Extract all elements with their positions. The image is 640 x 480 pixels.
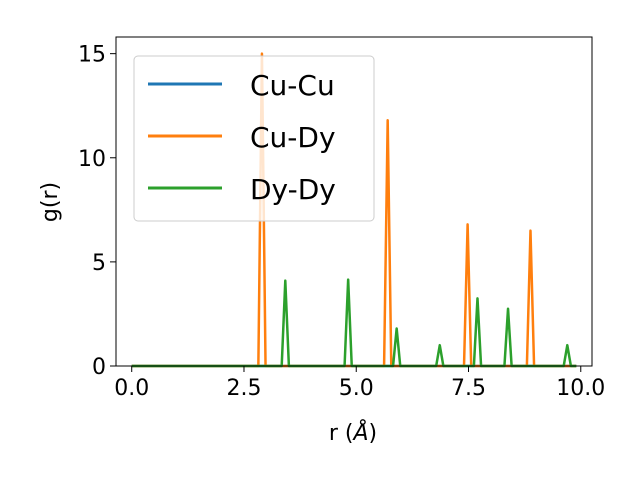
y-axis-title: g(r) [38, 182, 63, 222]
legend-frame [133, 55, 375, 222]
legend-label-cu-dy: Cu-Dy [250, 121, 336, 154]
x-tick-label: 2.5 [226, 376, 261, 401]
legend: Cu-Cu Cu-Dy Dy-Dy [133, 55, 375, 222]
x-tick-label: 7.5 [451, 376, 486, 401]
legend-label-dy-dy: Dy-Dy [250, 173, 336, 206]
x-tick-label: 10.0 [556, 376, 605, 401]
plot-frame [115, 36, 593, 367]
x-tick-label: 0.0 [114, 376, 149, 401]
x-axis: 0.0 2.5 5.0 7.5 10.0 [114, 366, 605, 401]
series-line-dy-dy [131, 278, 577, 368]
y-tick-label: 10 [78, 147, 106, 172]
x-axis-title: r (Å) [329, 419, 377, 446]
y-tick-label: 15 [78, 43, 106, 68]
y-tick-label: 5 [92, 251, 106, 276]
y-axis: 0 5 10 15 [78, 43, 116, 380]
y-tick-label: 0 [92, 355, 106, 380]
legend-label-cu-cu: Cu-Cu [250, 69, 335, 102]
x-tick-label: 5.0 [339, 376, 374, 401]
